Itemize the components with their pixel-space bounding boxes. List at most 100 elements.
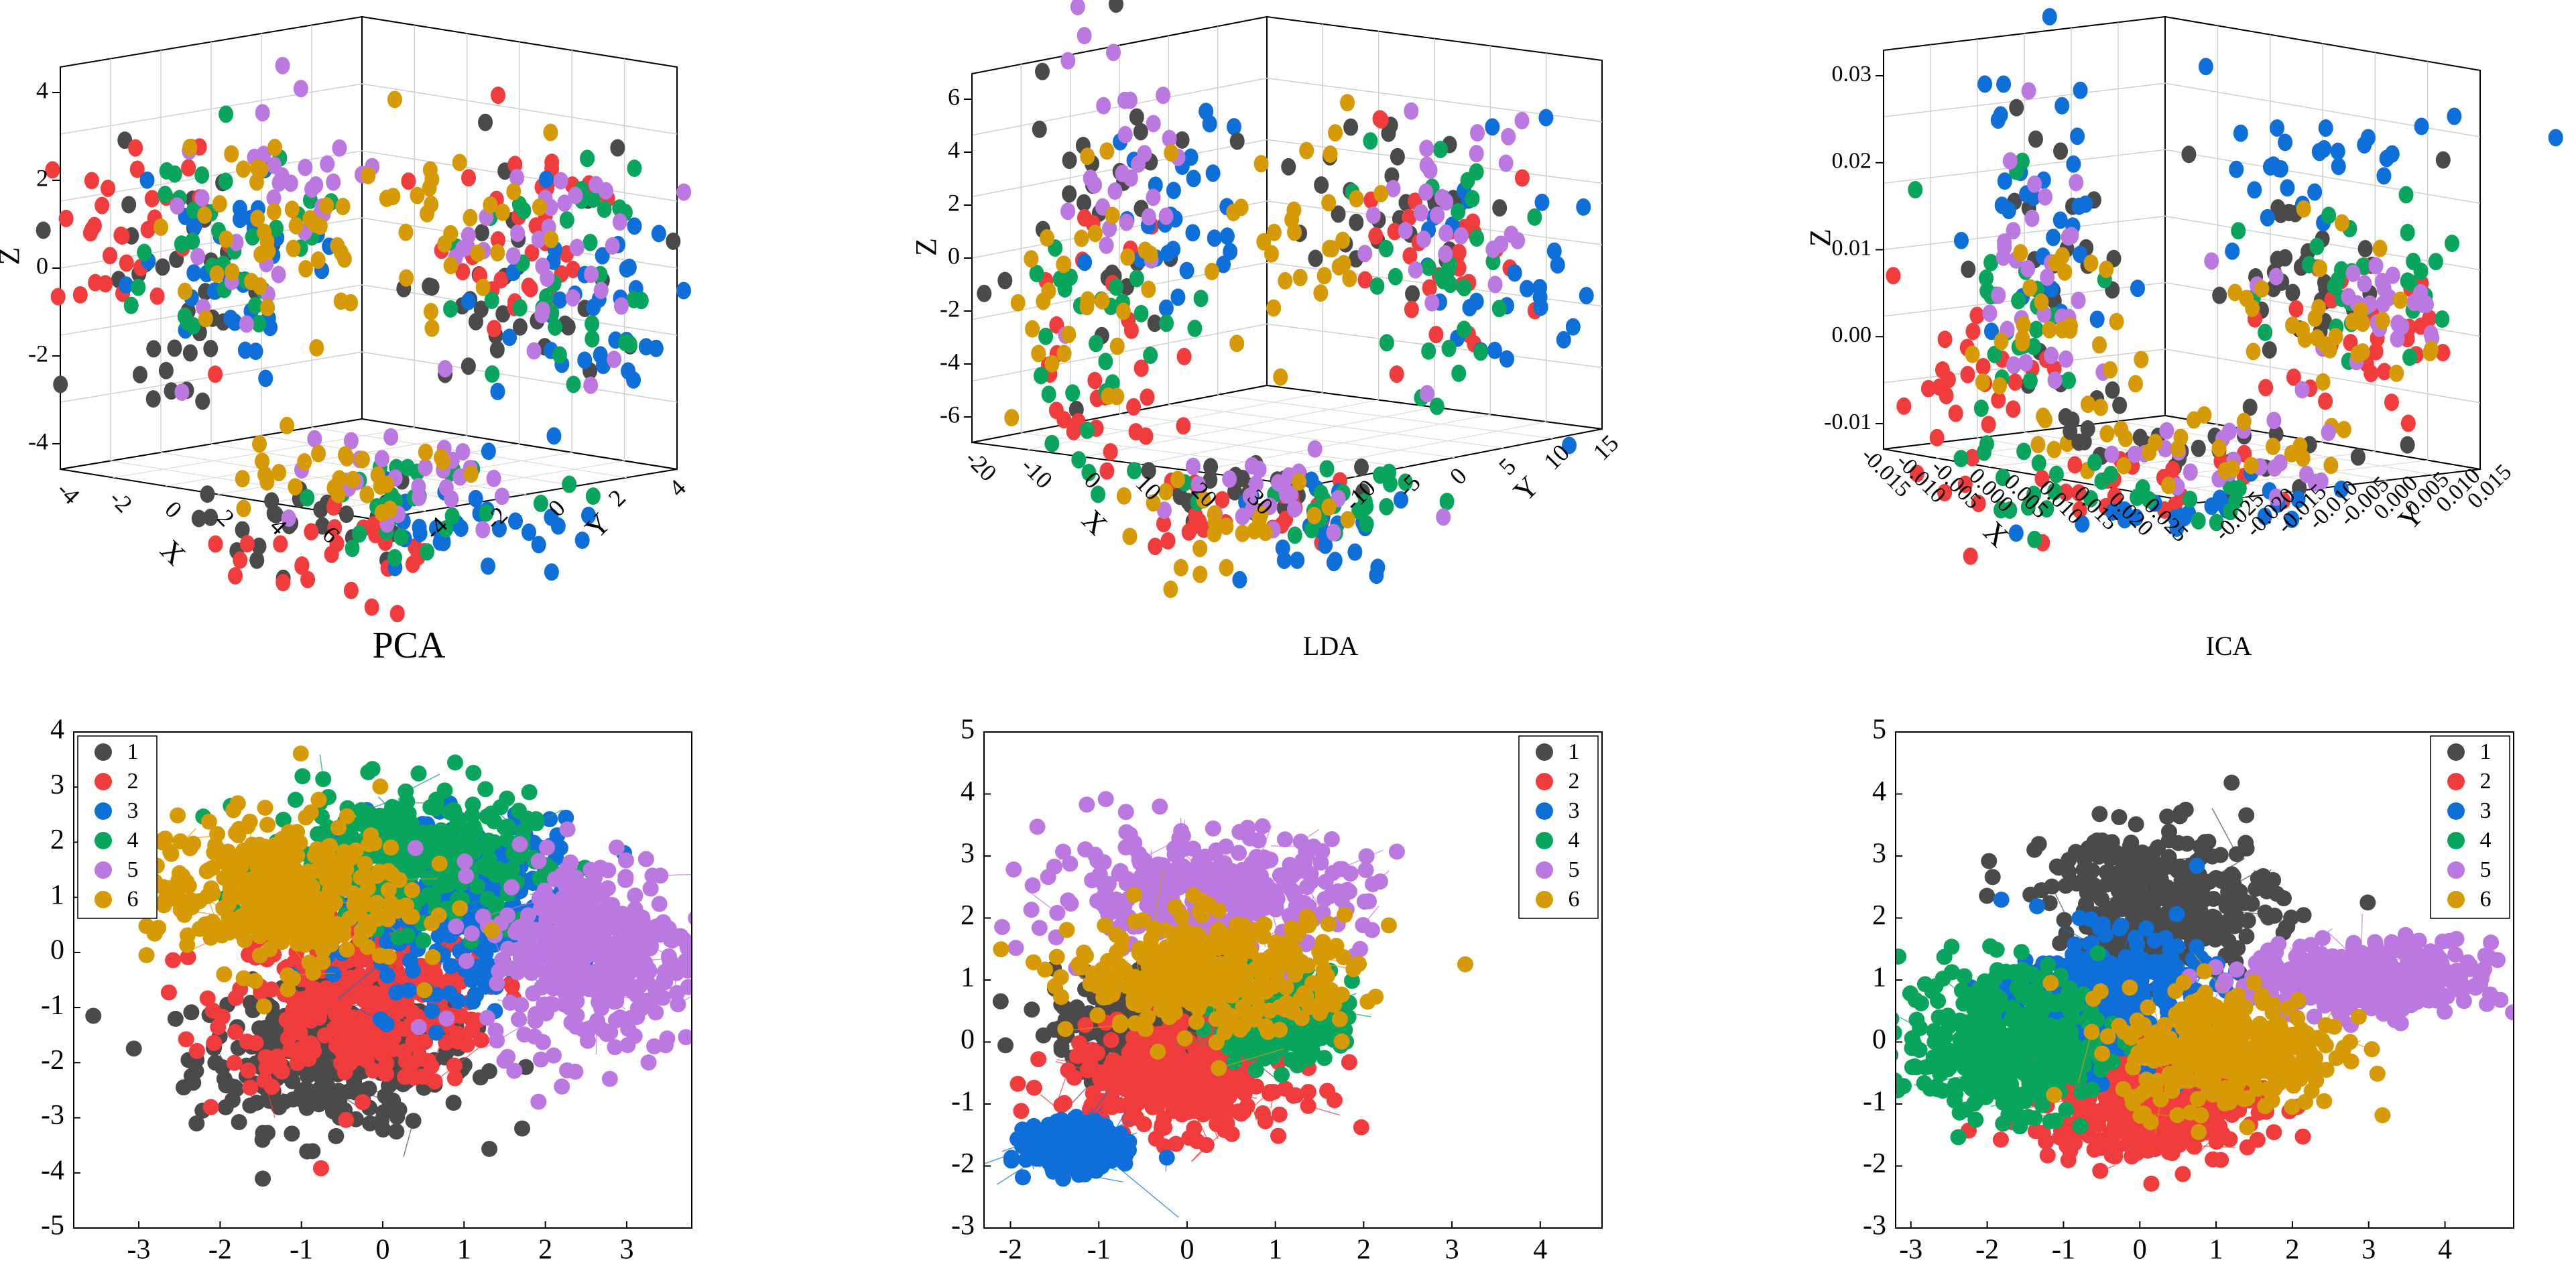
- series-5: [407, 821, 741, 1110]
- point-4: [1273, 1066, 1290, 1083]
- point-6: [138, 946, 155, 963]
- point-4: [432, 822, 449, 839]
- legend-marker-4: [1536, 832, 1553, 849]
- point-6: [1126, 886, 1143, 903]
- point-2: [242, 1079, 259, 1096]
- point-6: [1219, 940, 1236, 957]
- point-6: [249, 896, 266, 912]
- point-2: [188, 1042, 205, 1059]
- point-2: [1215, 1107, 1232, 1124]
- legend-box: [1518, 735, 1599, 919]
- point-3: [1042, 1146, 1058, 1162]
- point-5: [588, 983, 605, 1000]
- point-5: [1205, 820, 1221, 837]
- point-2: [338, 1111, 355, 1128]
- point-5: [530, 1093, 547, 1110]
- point-3: [1158, 1149, 1175, 1166]
- y-tick-label: -2: [41, 1045, 64, 1076]
- point-5: [509, 920, 526, 937]
- point-2: [239, 1033, 255, 1050]
- point-4: [315, 771, 332, 788]
- point-6: [1185, 887, 1202, 904]
- point-4: [1297, 1050, 1314, 1066]
- point-2: [1203, 1095, 1220, 1112]
- point-6: [1097, 917, 1113, 934]
- leader-line: [438, 962, 497, 987]
- point-5: [607, 1039, 623, 1056]
- legend-label-4: 4: [127, 828, 139, 853]
- legend-label-5: 5: [127, 857, 139, 882]
- point-5: [1249, 859, 1266, 876]
- point-6: [162, 843, 179, 860]
- leader-line: [1153, 868, 1164, 928]
- x-tick-label: -1: [290, 1235, 313, 1266]
- point-6: [265, 883, 282, 900]
- point-4: [464, 807, 481, 824]
- point-5: [1193, 852, 1210, 869]
- point-2: [1161, 1090, 1178, 1107]
- point-5: [699, 955, 715, 971]
- point-6: [339, 808, 355, 824]
- point-5: [1314, 843, 1331, 860]
- point-5: [1288, 898, 1304, 914]
- point-5: [1062, 855, 1079, 872]
- point-5: [640, 1054, 657, 1071]
- point-1: [481, 1140, 498, 1157]
- point-3: [405, 962, 422, 979]
- point-5: [1100, 875, 1117, 892]
- point-6: [295, 904, 312, 920]
- point-6: [1144, 941, 1160, 958]
- point-5: [489, 1032, 505, 1049]
- point-5: [688, 911, 692, 925]
- x-tick-label: 2: [1357, 1235, 1371, 1266]
- point-2: [1009, 1075, 1026, 1092]
- point-5: [458, 953, 475, 969]
- point-6: [1158, 939, 1175, 956]
- point-4: [428, 794, 444, 811]
- point-2: [1103, 1032, 1119, 1048]
- point-2: [1341, 1054, 1357, 1070]
- point-2: [294, 991, 311, 1007]
- x-tick-label: 0: [1180, 1235, 1194, 1266]
- point-5: [600, 862, 617, 879]
- point-6: [1290, 922, 1307, 939]
- point-2: [1079, 1062, 1096, 1079]
- x-tick-label: 3: [619, 1235, 633, 1266]
- point-6: [404, 881, 420, 898]
- point-1: [255, 1170, 271, 1187]
- point-5: [617, 946, 633, 963]
- point-5: [559, 936, 576, 953]
- point-6: [1235, 999, 1251, 1016]
- point-5: [614, 933, 631, 950]
- point-6: [1262, 948, 1279, 965]
- point-6: [251, 947, 268, 964]
- point-5: [479, 1009, 495, 1026]
- x-tick-label: -2: [999, 1235, 1022, 1266]
- point-5: [562, 854, 579, 871]
- point-4: [1310, 1018, 1327, 1035]
- point-6: [249, 856, 266, 873]
- x-tick-label: 1: [1268, 1235, 1282, 1266]
- point-6: [280, 981, 296, 997]
- point-2: [240, 1062, 257, 1079]
- point-6: [245, 916, 261, 933]
- point-5: [601, 1070, 618, 1087]
- point-2: [344, 1046, 361, 1063]
- point-5: [678, 1029, 692, 1046]
- point-5: [511, 1011, 528, 1028]
- point-2: [1300, 1083, 1316, 1100]
- point-6: [1287, 967, 1304, 983]
- y-tick-label: -1: [951, 1087, 975, 1117]
- point-2: [464, 1022, 481, 1039]
- point-6: [1127, 913, 1144, 930]
- point-1: [284, 1125, 300, 1142]
- point-5: [1286, 884, 1302, 901]
- point-6: [216, 966, 233, 983]
- point-2: [359, 1052, 375, 1069]
- point-6: [1208, 1034, 1225, 1050]
- point-6: [274, 897, 291, 914]
- point-5: [725, 946, 741, 962]
- point-6: [1190, 935, 1207, 952]
- point-6: [372, 778, 389, 795]
